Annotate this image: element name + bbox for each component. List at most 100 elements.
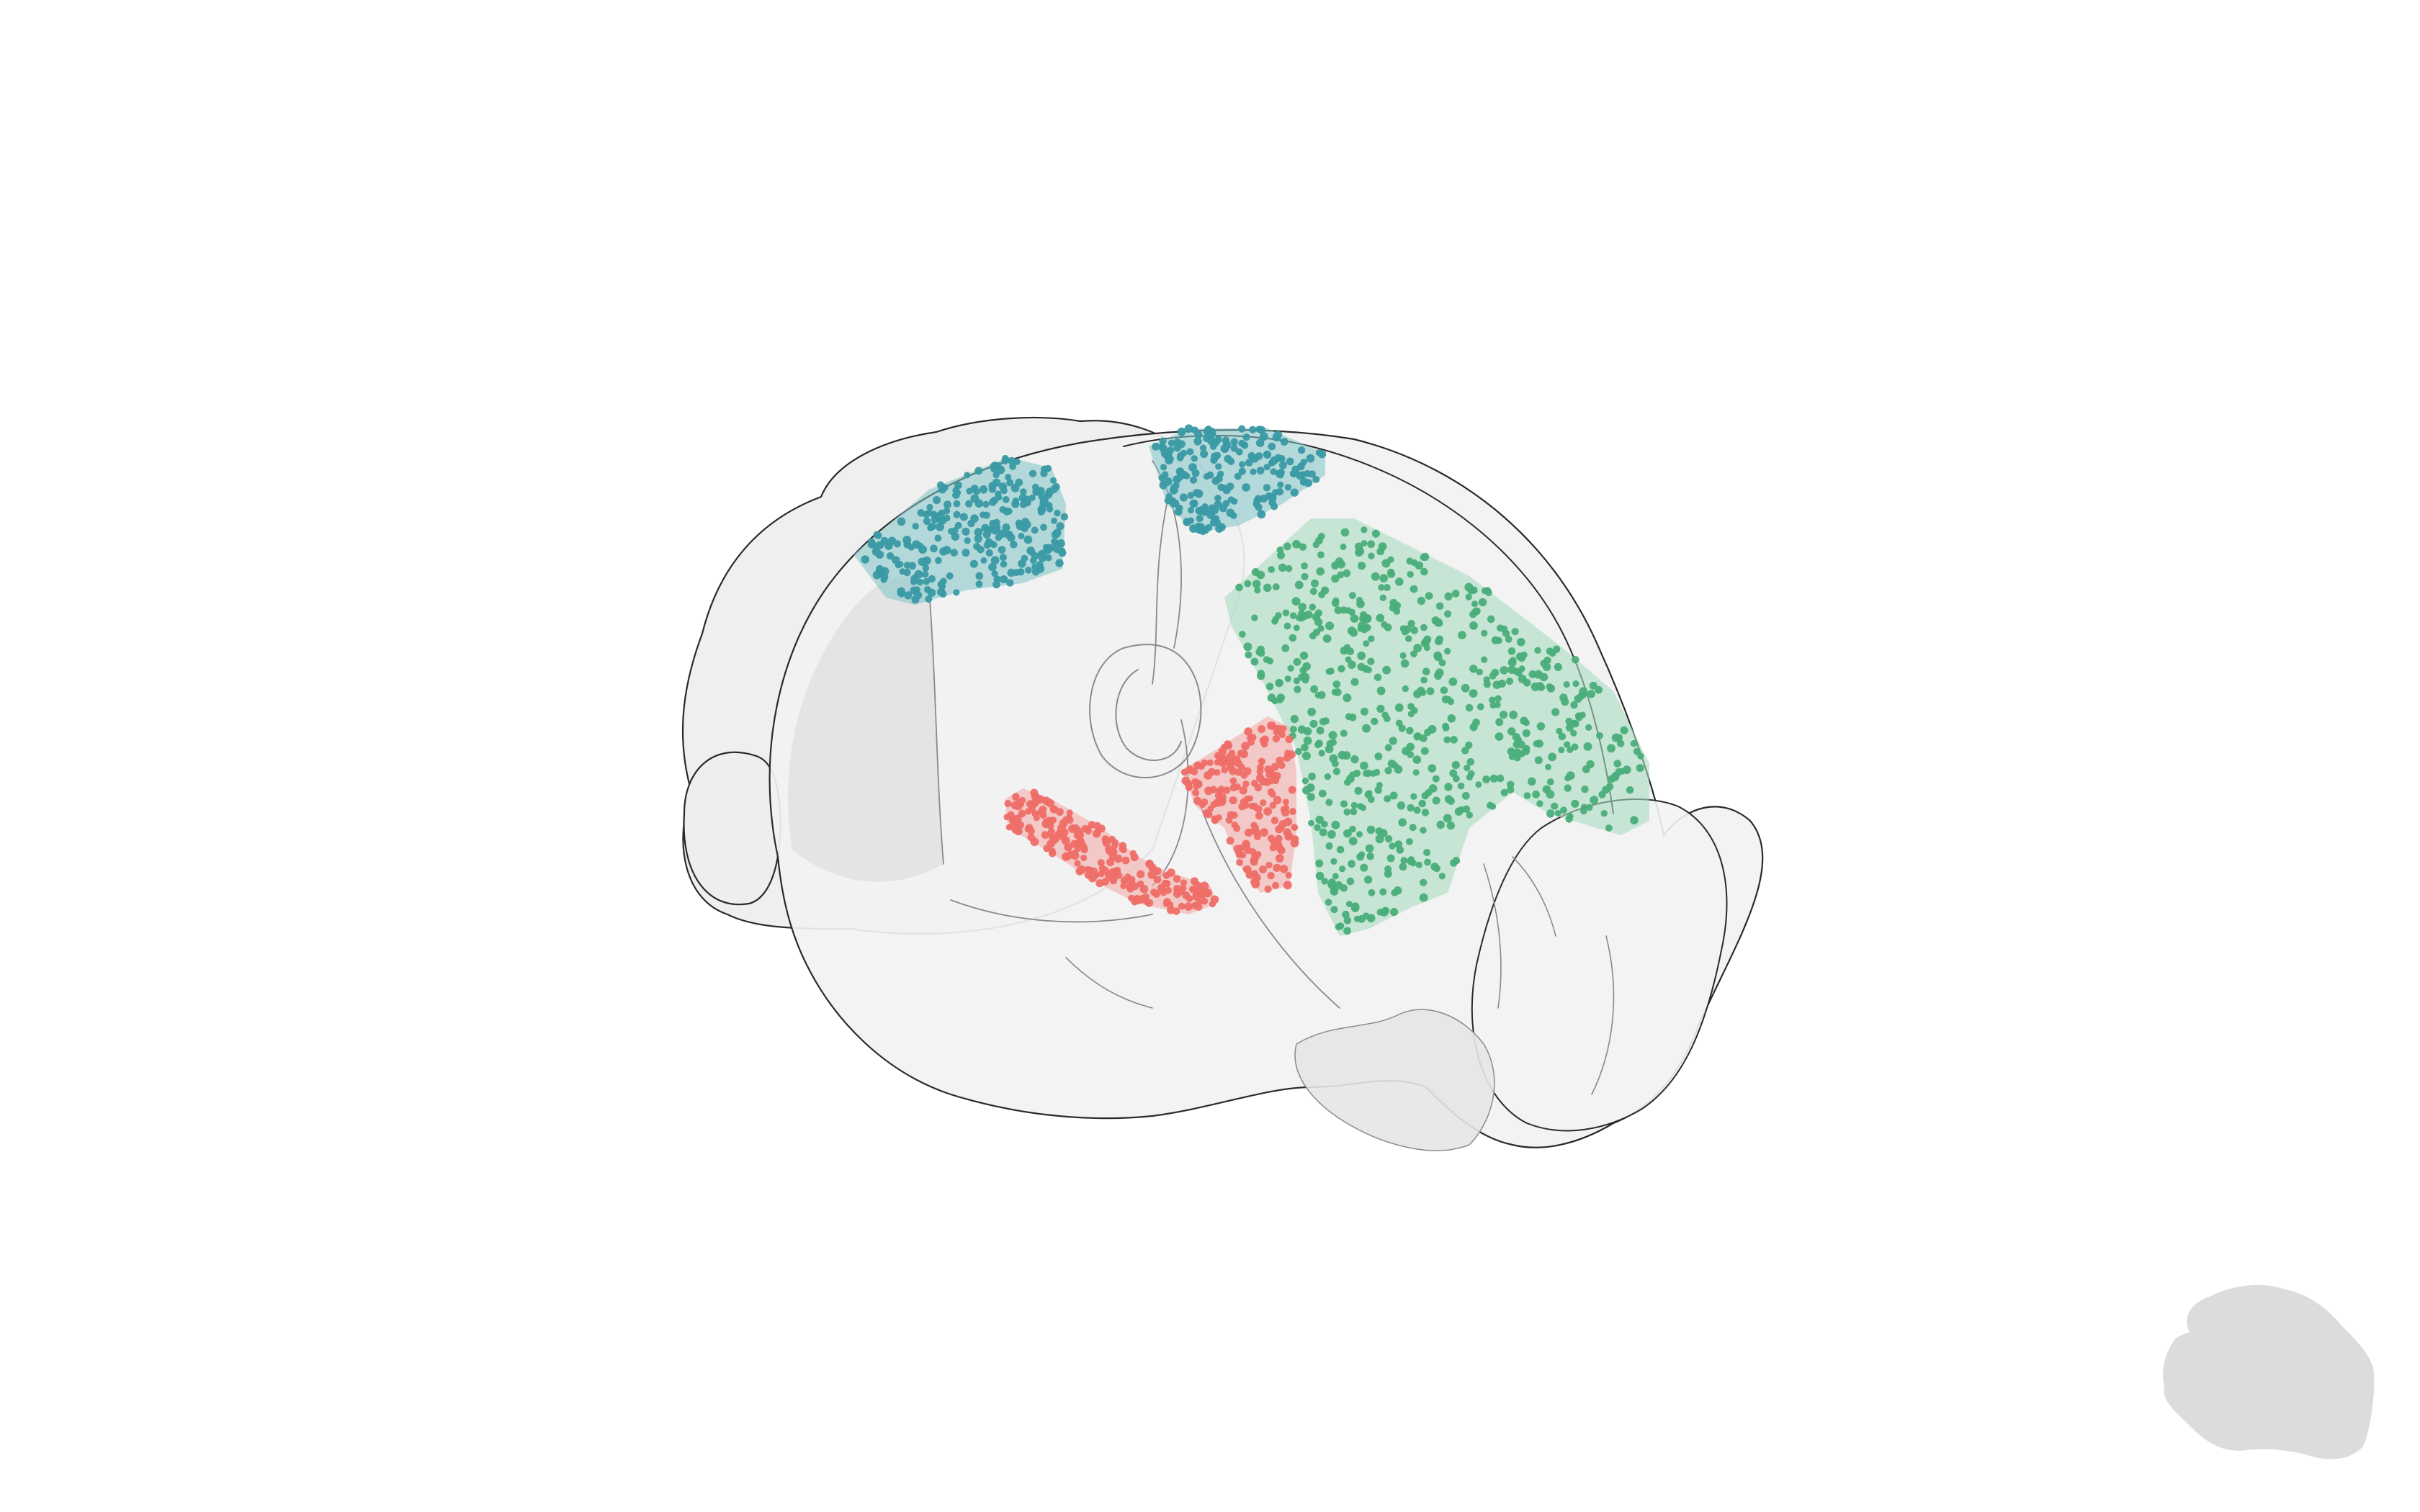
point [1018, 559, 1026, 568]
point [1362, 724, 1371, 733]
point [1240, 441, 1249, 449]
point [1461, 747, 1469, 755]
point [1041, 831, 1049, 840]
point [1513, 748, 1522, 757]
point [1350, 808, 1358, 816]
point [1384, 767, 1392, 775]
point [1004, 800, 1012, 808]
point [1413, 644, 1422, 652]
point [928, 522, 936, 531]
point [1026, 800, 1035, 809]
point [1059, 819, 1068, 828]
brainstem [1294, 1009, 1495, 1151]
point [934, 534, 942, 542]
point [1144, 899, 1154, 907]
point [1317, 690, 1326, 699]
point [1211, 477, 1220, 485]
point [1331, 688, 1339, 696]
point [1260, 799, 1267, 806]
point [1570, 729, 1577, 737]
point [1386, 854, 1395, 863]
cortex-shade [787, 576, 944, 882]
point [1285, 735, 1294, 744]
point [1517, 740, 1525, 749]
brain-silhouette-icon[interactable] [2163, 1284, 2375, 1459]
point [1243, 796, 1251, 803]
point [1332, 597, 1340, 604]
point [1331, 820, 1340, 829]
point [1206, 428, 1216, 437]
orientation-widget[interactable] [2163, 1284, 2375, 1459]
point [1142, 893, 1150, 901]
point [1438, 659, 1446, 667]
point [1293, 678, 1300, 685]
point [1308, 819, 1314, 827]
point [1423, 644, 1430, 652]
point [1206, 471, 1214, 479]
point [1111, 842, 1119, 850]
point [1005, 474, 1012, 481]
point [1327, 830, 1336, 839]
point [1037, 508, 1045, 516]
point [1394, 703, 1404, 712]
point [953, 510, 961, 518]
point [1423, 849, 1431, 856]
point [1350, 614, 1359, 623]
point [973, 542, 981, 551]
point [1211, 816, 1219, 824]
point [1489, 774, 1498, 783]
point [1031, 793, 1040, 801]
point [1417, 596, 1426, 606]
point [1613, 760, 1622, 768]
point [1283, 828, 1291, 837]
point [1340, 729, 1348, 737]
point [1007, 568, 1016, 577]
point [1275, 854, 1284, 863]
point [1458, 806, 1465, 814]
point [1254, 783, 1263, 792]
point [1438, 873, 1446, 880]
point [988, 562, 997, 572]
point [1483, 676, 1490, 683]
point [1106, 858, 1115, 867]
point [1402, 685, 1409, 693]
point [1572, 656, 1579, 664]
point [1551, 708, 1560, 716]
point [931, 516, 938, 523]
point [1420, 878, 1428, 886]
point [1263, 807, 1272, 816]
point [1285, 564, 1293, 572]
point [1277, 468, 1285, 476]
point [1076, 831, 1084, 840]
point [1242, 840, 1250, 848]
point [1312, 475, 1320, 483]
point [928, 575, 936, 583]
point [1536, 722, 1546, 731]
point [1010, 483, 1020, 492]
point [1507, 647, 1516, 655]
point [1560, 806, 1567, 814]
point [923, 517, 931, 526]
point [1239, 786, 1247, 795]
point [943, 514, 951, 522]
point [1198, 890, 1207, 899]
point [1025, 808, 1032, 815]
point [1284, 484, 1292, 491]
point [1340, 884, 1348, 892]
point [1179, 884, 1187, 892]
point [1269, 844, 1277, 852]
point [1173, 475, 1181, 484]
point [1444, 610, 1452, 618]
point [1319, 718, 1327, 726]
point [936, 481, 945, 489]
point [1364, 769, 1372, 778]
point [1358, 562, 1366, 570]
point [1496, 774, 1505, 783]
point [1251, 852, 1260, 861]
point [1014, 827, 1023, 836]
point [1164, 451, 1173, 459]
point [1249, 734, 1257, 742]
point [1258, 725, 1265, 734]
